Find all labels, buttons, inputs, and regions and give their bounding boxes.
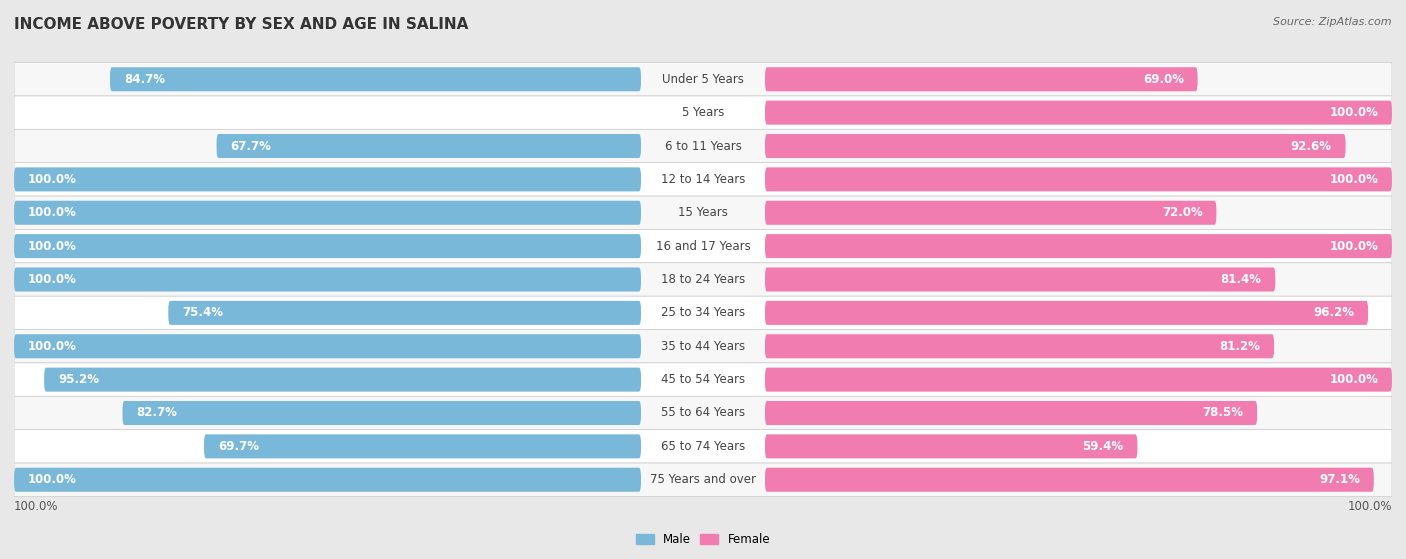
- Text: 100.0%: 100.0%: [1329, 373, 1378, 386]
- Text: Source: ZipAtlas.com: Source: ZipAtlas.com: [1274, 17, 1392, 27]
- FancyBboxPatch shape: [14, 201, 641, 225]
- FancyBboxPatch shape: [217, 134, 641, 158]
- Text: 81.4%: 81.4%: [1220, 273, 1261, 286]
- Text: 82.7%: 82.7%: [136, 406, 177, 419]
- FancyBboxPatch shape: [14, 229, 1392, 263]
- Text: INCOME ABOVE POVERTY BY SEX AND AGE IN SALINA: INCOME ABOVE POVERTY BY SEX AND AGE IN S…: [14, 17, 468, 32]
- FancyBboxPatch shape: [14, 163, 1392, 196]
- FancyBboxPatch shape: [14, 363, 1392, 396]
- FancyBboxPatch shape: [14, 96, 1392, 129]
- FancyBboxPatch shape: [765, 301, 1368, 325]
- FancyBboxPatch shape: [765, 401, 1257, 425]
- FancyBboxPatch shape: [204, 434, 641, 458]
- FancyBboxPatch shape: [110, 67, 641, 91]
- FancyBboxPatch shape: [14, 167, 641, 191]
- FancyBboxPatch shape: [14, 196, 1392, 229]
- Text: 95.2%: 95.2%: [58, 373, 98, 386]
- Text: 100.0%: 100.0%: [28, 240, 77, 253]
- Text: 97.1%: 97.1%: [1319, 473, 1360, 486]
- FancyBboxPatch shape: [765, 134, 1346, 158]
- Text: 5 Years: 5 Years: [682, 106, 724, 119]
- Text: Under 5 Years: Under 5 Years: [662, 73, 744, 86]
- Text: 100.0%: 100.0%: [28, 473, 77, 486]
- Text: 18 to 24 Years: 18 to 24 Years: [661, 273, 745, 286]
- Text: 35 to 44 Years: 35 to 44 Years: [661, 340, 745, 353]
- FancyBboxPatch shape: [14, 268, 641, 291]
- Text: 100.0%: 100.0%: [14, 500, 59, 513]
- FancyBboxPatch shape: [765, 268, 1275, 291]
- Text: 67.7%: 67.7%: [231, 140, 271, 153]
- Text: 69.0%: 69.0%: [1143, 73, 1184, 86]
- FancyBboxPatch shape: [14, 263, 1392, 296]
- Text: 100.0%: 100.0%: [28, 273, 77, 286]
- Text: 100.0%: 100.0%: [1329, 106, 1378, 119]
- Text: 55 to 64 Years: 55 to 64 Years: [661, 406, 745, 419]
- FancyBboxPatch shape: [44, 368, 641, 392]
- FancyBboxPatch shape: [14, 334, 641, 358]
- Text: 16 and 17 Years: 16 and 17 Years: [655, 240, 751, 253]
- Text: 100.0%: 100.0%: [1347, 500, 1392, 513]
- FancyBboxPatch shape: [14, 330, 1392, 363]
- FancyBboxPatch shape: [765, 67, 1198, 91]
- Text: 100.0%: 100.0%: [28, 173, 77, 186]
- FancyBboxPatch shape: [14, 430, 1392, 463]
- FancyBboxPatch shape: [14, 396, 1392, 430]
- Text: 12 to 14 Years: 12 to 14 Years: [661, 173, 745, 186]
- Text: 25 to 34 Years: 25 to 34 Years: [661, 306, 745, 319]
- Text: 92.6%: 92.6%: [1291, 140, 1331, 153]
- FancyBboxPatch shape: [765, 468, 1374, 492]
- FancyBboxPatch shape: [14, 63, 1392, 96]
- FancyBboxPatch shape: [14, 234, 641, 258]
- FancyBboxPatch shape: [765, 201, 1216, 225]
- Text: 100.0%: 100.0%: [28, 206, 77, 219]
- FancyBboxPatch shape: [14, 296, 1392, 330]
- Text: 69.7%: 69.7%: [218, 440, 259, 453]
- FancyBboxPatch shape: [169, 301, 641, 325]
- Text: 15 Years: 15 Years: [678, 206, 728, 219]
- FancyBboxPatch shape: [765, 101, 1392, 125]
- Text: 75 Years and over: 75 Years and over: [650, 473, 756, 486]
- Text: 45 to 54 Years: 45 to 54 Years: [661, 373, 745, 386]
- FancyBboxPatch shape: [765, 434, 1137, 458]
- Text: 72.0%: 72.0%: [1161, 206, 1202, 219]
- FancyBboxPatch shape: [122, 401, 641, 425]
- Legend: Male, Female: Male, Female: [631, 528, 775, 551]
- FancyBboxPatch shape: [765, 167, 1392, 191]
- Text: 96.2%: 96.2%: [1313, 306, 1354, 319]
- FancyBboxPatch shape: [765, 368, 1392, 392]
- Text: 100.0%: 100.0%: [28, 340, 77, 353]
- Text: 100.0%: 100.0%: [1329, 173, 1378, 186]
- Text: 100.0%: 100.0%: [1329, 240, 1378, 253]
- Text: 75.4%: 75.4%: [181, 306, 224, 319]
- FancyBboxPatch shape: [14, 468, 641, 492]
- Text: 6 to 11 Years: 6 to 11 Years: [665, 140, 741, 153]
- FancyBboxPatch shape: [14, 463, 1392, 496]
- Text: 65 to 74 Years: 65 to 74 Years: [661, 440, 745, 453]
- FancyBboxPatch shape: [765, 234, 1392, 258]
- FancyBboxPatch shape: [765, 334, 1274, 358]
- Text: 84.7%: 84.7%: [124, 73, 165, 86]
- Text: 78.5%: 78.5%: [1202, 406, 1243, 419]
- Text: 59.4%: 59.4%: [1083, 440, 1123, 453]
- FancyBboxPatch shape: [14, 129, 1392, 163]
- Text: 81.2%: 81.2%: [1219, 340, 1260, 353]
